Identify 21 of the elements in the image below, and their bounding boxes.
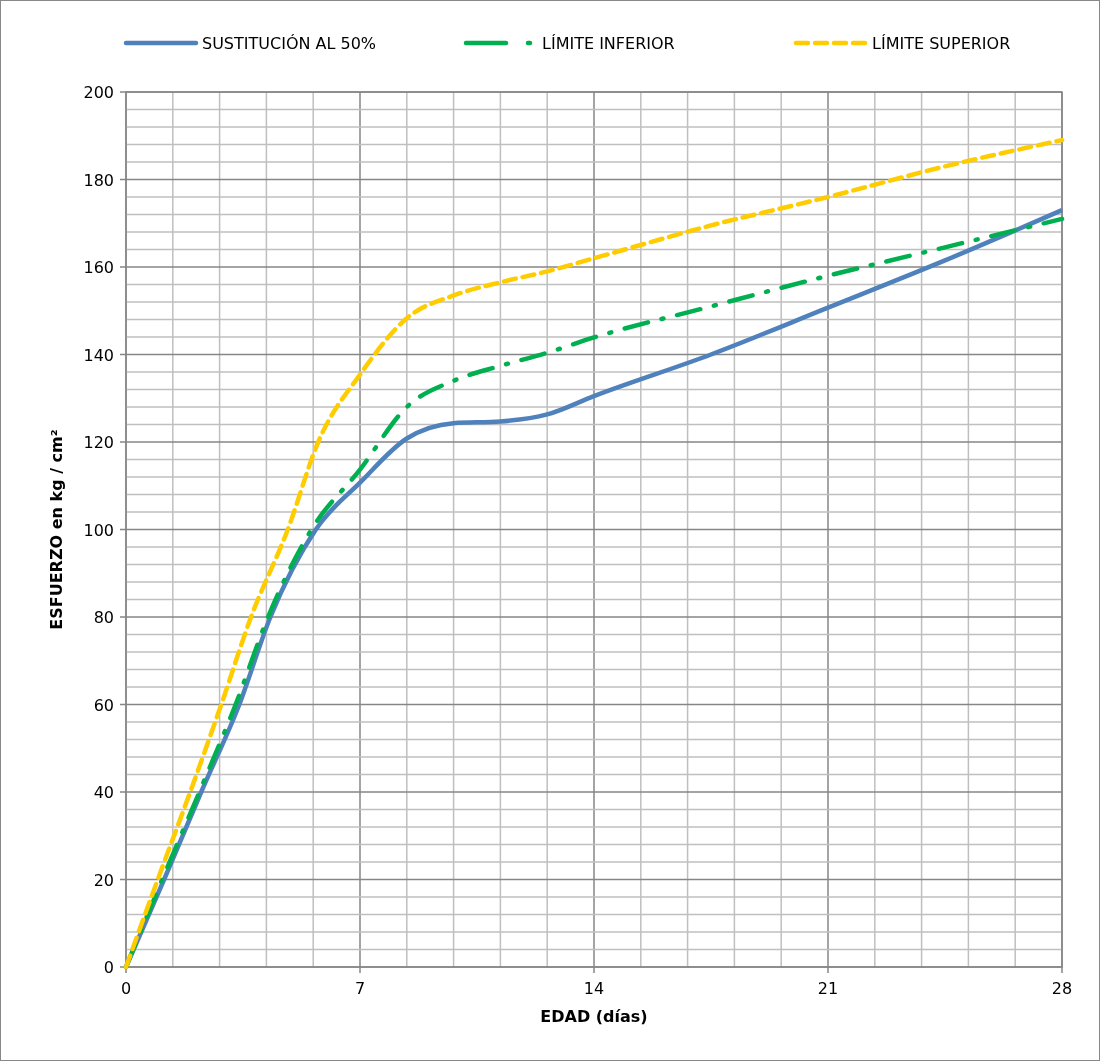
y-tick-label: 200 [83, 83, 114, 102]
y-tick-label: 140 [83, 345, 114, 365]
x-tick-label: 14 [583, 979, 605, 998]
x-tick-label: 28 [1051, 979, 1073, 998]
x-tick-label: 21 [817, 979, 839, 998]
y-tick-label: 40 [93, 783, 114, 802]
x-axis-title: EDAD (días) [540, 1007, 648, 1026]
legend-label: SUSTITUCIÓN AL 50% [202, 34, 377, 53]
y-tick-label: 60 [93, 695, 114, 715]
y-tick-label: 100 [83, 520, 114, 540]
y-tick-label: 180 [83, 170, 114, 190]
legend-label: LÍMITE SUPERIOR [872, 34, 1011, 53]
y-tick-label: 20 [93, 870, 114, 890]
y-tick-label: 80 [93, 608, 114, 627]
y-axis-title: ESFUERZO en kg / cm² [47, 429, 66, 630]
y-tick-label: 160 [83, 258, 114, 277]
legend-label: LÍMITE INFERIOR [542, 34, 675, 53]
y-tick-label: 0 [103, 958, 114, 977]
x-tick-label: 0 [120, 979, 132, 998]
x-tick-label: 7 [354, 979, 366, 998]
y-tick-label: 120 [83, 433, 114, 452]
